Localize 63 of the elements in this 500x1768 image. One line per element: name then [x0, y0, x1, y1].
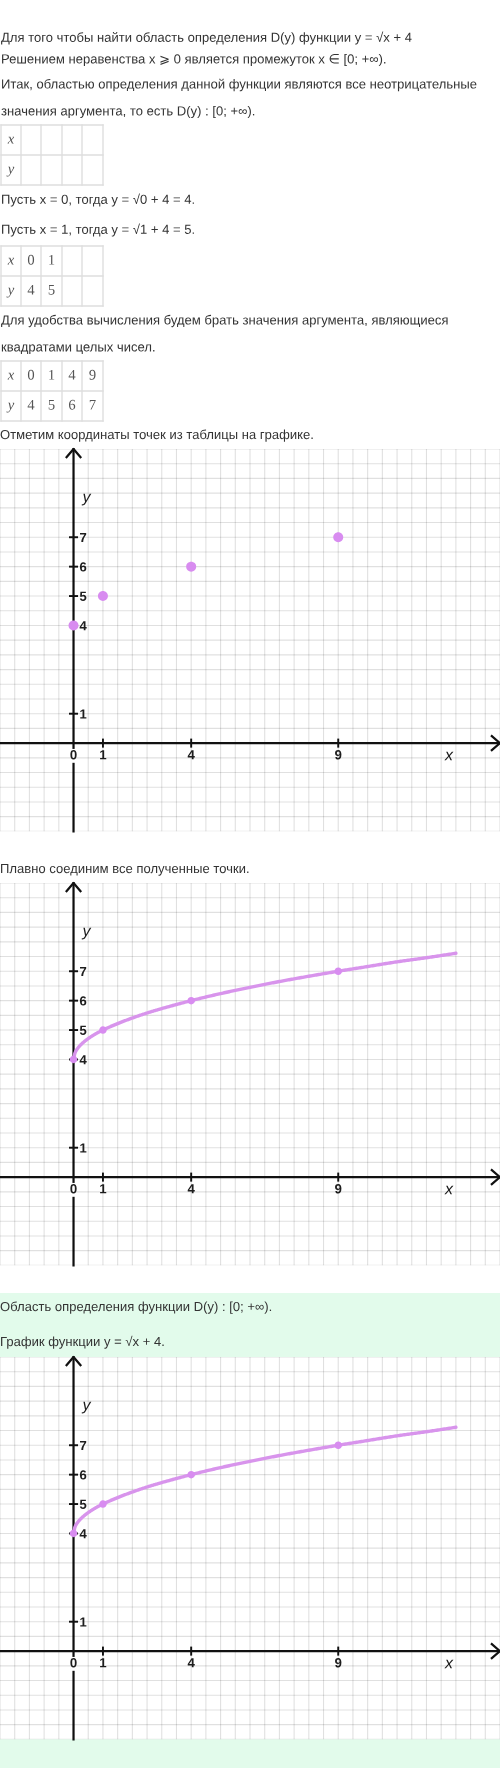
- x-tick-label: 4: [187, 1184, 195, 1194]
- x-tick-label: 1: [100, 750, 107, 760]
- x-tick-label: 0: [70, 1658, 77, 1668]
- text: 1: [49, 254, 55, 265]
- text: 1: [49, 369, 55, 380]
- y-tick-label: 6: [79, 996, 87, 1006]
- chart-subtitle: График функции y = √x + 4.: [1, 1335, 164, 1349]
- text: 6: [68, 399, 76, 410]
- text: 4: [68, 369, 76, 380]
- text: 5: [48, 399, 55, 410]
- y-tick-label: 5: [79, 1499, 87, 1509]
- y-tick-label: 1: [80, 709, 87, 719]
- x-axis-title: x: [444, 1185, 454, 1195]
- x-tick-label: 9: [335, 750, 342, 760]
- text: y: [6, 402, 15, 413]
- text: y: [6, 287, 15, 298]
- text: x: [7, 372, 15, 380]
- text: 9: [89, 369, 96, 380]
- chart-title: Отметим координаты точек из таблицы на графике.: [0, 429, 313, 442]
- text: Решением неравенства x ⩾ 0 является промежуток x ∈ [0; +∞).: [2, 53, 386, 67]
- text: x: [7, 257, 15, 265]
- text: 0: [27, 369, 35, 380]
- chart-title: Область определения функции D(y) : [0; +∞).: [0, 1301, 272, 1314]
- text: Для удобства вычисления будем брать значения аргумента, являющиеся: [1, 314, 448, 328]
- x-tick-label: 0: [70, 750, 77, 760]
- chart-title: Плавно соединим все полученные точки.: [1, 864, 249, 876]
- text: 7: [89, 399, 96, 410]
- y-tick-label: 7: [80, 1440, 87, 1451]
- x-tick-label: 4: [187, 1658, 195, 1668]
- y-axis-title: y: [81, 927, 92, 940]
- y-tick-label: 4: [79, 1529, 87, 1539]
- text: Пусть x = 0, тогда y = √0 + 4 = 4.: [2, 193, 194, 207]
- text: 0: [27, 254, 35, 265]
- x-axis-title: x: [444, 1659, 454, 1669]
- x-tick-label: 4: [187, 750, 195, 760]
- x-axis-title: x: [444, 751, 454, 761]
- text: Итак, областью определения данной функции являются все неотрицательные: [2, 78, 477, 92]
- text: значения аргумента, то есть D(y) : [0; +∞).: [1, 105, 255, 119]
- y-tick-label: 5: [79, 591, 87, 601]
- y-tick-label: 5: [79, 1025, 87, 1035]
- y-tick-label: 6: [79, 1470, 87, 1480]
- text: x: [7, 136, 15, 144]
- text: квадратами целых чисел.: [1, 344, 155, 355]
- y-axis-title: y: [81, 493, 92, 506]
- x-tick-label: 1: [100, 1184, 107, 1194]
- y-tick-label: 4: [79, 621, 87, 631]
- text: 5: [48, 284, 55, 295]
- y-tick-label: 7: [80, 966, 87, 977]
- x-tick-label: 0: [70, 1184, 77, 1194]
- y-tick-label: 6: [79, 562, 87, 572]
- x-tick-label: 1: [100, 1658, 107, 1668]
- x-tick-label: 9: [335, 1658, 342, 1668]
- text: 4: [27, 399, 35, 410]
- y-tick-label: 1: [80, 1617, 87, 1627]
- text: y: [6, 166, 15, 177]
- y-tick-label: 4: [79, 1055, 87, 1065]
- y-axis-title: y: [81, 1401, 92, 1414]
- x-tick-label: 9: [335, 1184, 342, 1194]
- y-tick-label: 7: [80, 532, 87, 543]
- text: 4: [27, 284, 35, 295]
- text: Пусть x = 1, тогда y = √1 + 4 = 5.: [2, 223, 194, 237]
- text: Для того чтобы найти область определения D(y) функции y = √x + 4: [1, 31, 412, 45]
- y-tick-label: 1: [80, 1143, 87, 1153]
